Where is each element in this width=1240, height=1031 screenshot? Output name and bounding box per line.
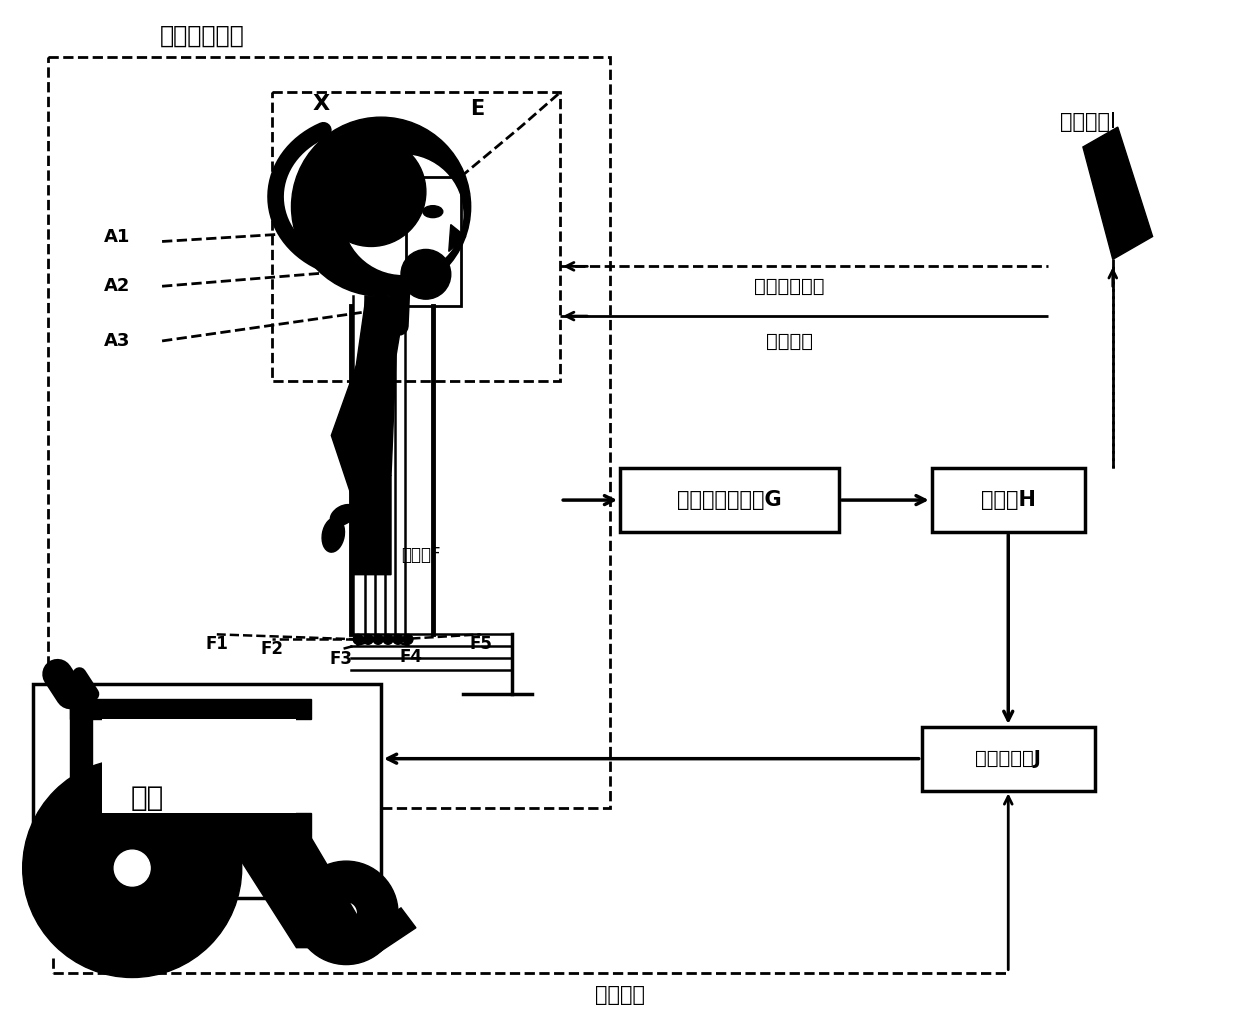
Text: X: X xyxy=(312,94,330,114)
Polygon shape xyxy=(353,296,405,475)
Bar xyxy=(931,468,1085,532)
Circle shape xyxy=(294,861,398,965)
Circle shape xyxy=(363,634,373,644)
Circle shape xyxy=(114,851,150,886)
Text: 设备状态反馈: 设备状态反馈 xyxy=(160,24,244,47)
Circle shape xyxy=(336,903,356,923)
Bar xyxy=(620,468,839,532)
Text: 视觉刺激: 视觉刺激 xyxy=(766,331,812,351)
Ellipse shape xyxy=(330,504,356,526)
Text: 采集器F: 采集器F xyxy=(402,545,440,564)
Circle shape xyxy=(383,634,393,644)
Polygon shape xyxy=(351,475,391,574)
Circle shape xyxy=(353,634,363,644)
Text: F5: F5 xyxy=(469,635,492,654)
Bar xyxy=(405,177,461,306)
Polygon shape xyxy=(356,908,415,958)
Bar xyxy=(32,685,381,898)
Text: E: E xyxy=(470,99,485,120)
Text: 轮椅: 轮椅 xyxy=(130,785,164,812)
Text: F2: F2 xyxy=(260,640,283,658)
Text: F1: F1 xyxy=(206,635,228,654)
Text: F3: F3 xyxy=(330,651,352,668)
Text: D: D xyxy=(374,314,391,334)
Text: 脑电信号放大器G: 脑电信号放大器G xyxy=(677,490,781,510)
Circle shape xyxy=(373,634,383,644)
Bar xyxy=(47,58,610,808)
Polygon shape xyxy=(227,838,376,947)
Text: F4: F4 xyxy=(399,648,423,666)
Polygon shape xyxy=(331,366,386,505)
Text: 显示状态反馈: 显示状态反馈 xyxy=(754,276,825,296)
Circle shape xyxy=(403,634,413,644)
Polygon shape xyxy=(449,225,466,252)
Text: 计算机屏I: 计算机屏I xyxy=(1060,112,1116,132)
Polygon shape xyxy=(71,813,311,838)
Text: 计算机H: 计算机H xyxy=(981,490,1035,510)
Bar xyxy=(103,719,296,813)
Polygon shape xyxy=(71,699,311,719)
Text: A1: A1 xyxy=(104,228,130,245)
Text: 设备控制器J: 设备控制器J xyxy=(976,750,1042,768)
Circle shape xyxy=(291,118,471,296)
Polygon shape xyxy=(1083,127,1153,260)
Circle shape xyxy=(393,634,403,644)
Circle shape xyxy=(401,250,451,299)
Text: A3: A3 xyxy=(104,332,130,350)
Circle shape xyxy=(343,155,463,274)
Text: 路径判别: 路径判别 xyxy=(595,986,645,1005)
Bar xyxy=(272,93,560,380)
Circle shape xyxy=(22,759,242,977)
Polygon shape xyxy=(71,694,92,819)
Circle shape xyxy=(316,137,425,246)
Ellipse shape xyxy=(322,518,345,553)
Bar xyxy=(921,727,1095,791)
Text: A2: A2 xyxy=(104,277,130,295)
Ellipse shape xyxy=(423,205,443,218)
